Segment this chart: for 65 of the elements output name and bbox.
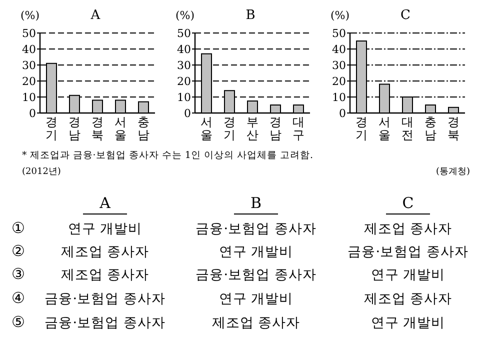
x-tick-label: 대전 — [402, 115, 414, 142]
y-tick-label: 0 — [339, 107, 346, 120]
x-tick-label: 경남 — [270, 115, 282, 142]
x-tick-label: 서울 — [378, 115, 390, 142]
category-label: ② — [12, 242, 24, 260]
text: 제조업 종사자 — [60, 267, 150, 283]
text: 제조업 종사자 — [212, 315, 300, 331]
chart-title: A — [90, 8, 101, 23]
x-tick-label: 경기 — [224, 115, 236, 142]
text: 금융·보험업 종사자 — [196, 221, 316, 237]
y-tick-label: 10 — [332, 91, 346, 104]
y-tick-label: 0 — [29, 107, 36, 120]
text: 제조업 종사자 — [60, 244, 150, 260]
x-tick-label: 서울 — [200, 115, 212, 142]
y-axis-title: (%) — [330, 9, 350, 22]
y-tick-label: 50 — [332, 27, 346, 40]
x-tick-label: 경남 — [68, 115, 80, 142]
y-axis-title: (%) — [175, 9, 195, 22]
y-tick-label: 0 — [184, 107, 191, 120]
y-tick-label: 30 — [22, 59, 36, 72]
x-tick-label: 충남 — [138, 115, 150, 142]
x-tick-label: 경기 — [46, 115, 58, 142]
text: 연구 개발비 — [370, 315, 446, 331]
y-tick-label: 40 — [177, 43, 191, 56]
x-tick-label: 대구 — [292, 115, 304, 142]
x-tick-label: 경기 — [356, 115, 368, 142]
y-tick-label: 30 — [332, 59, 346, 72]
y-tick-label: 10 — [177, 91, 191, 104]
category-label: C — [402, 194, 414, 212]
category-label: ⑤ — [12, 313, 24, 331]
category-label: ③ — [12, 265, 24, 283]
y-axis-title: (%) — [20, 9, 40, 22]
text: 제조업 종사자 — [364, 221, 452, 237]
y-tick-label: 40 — [22, 43, 36, 56]
chart-title: B — [246, 8, 256, 23]
y-tick-label: 20 — [332, 75, 346, 88]
text: 연구 개발비 — [68, 221, 142, 237]
category-label: ① — [12, 219, 24, 237]
y-tick-label: 40 — [332, 43, 346, 56]
text: 연구 개발비 — [218, 291, 294, 307]
x-tick-label: 부산 — [246, 115, 258, 142]
x-tick-label: 경북 — [448, 115, 460, 142]
y-tick-label: 10 — [22, 91, 36, 104]
text: 금융·보험업 종사자 — [196, 267, 316, 283]
category-label: B — [250, 194, 262, 212]
y-tick-label: 50 — [177, 27, 191, 40]
text: 연구 개발비 — [218, 244, 294, 260]
category-label: ④ — [12, 289, 24, 307]
text: 연구 개발비 — [370, 267, 446, 283]
text: * 제조업과 금융·보험업 종사자 수는 1인 이상의 사업체를 고려함. — [22, 150, 313, 161]
text: 금융·보험업 종사자 — [44, 315, 166, 331]
text: 제조업 종사자 — [364, 291, 452, 307]
x-tick-label: 충남 — [424, 115, 436, 142]
y-tick-label: 20 — [177, 75, 191, 88]
y-tick-label: 50 — [22, 27, 36, 40]
category-label: A — [98, 194, 111, 212]
text: (2012년) — [22, 167, 61, 177]
y-tick-label: 30 — [177, 59, 191, 72]
text: (통계청) — [436, 167, 470, 177]
chart-title: C — [400, 8, 411, 23]
text: 금융·보험업 종사자 — [44, 291, 166, 307]
y-tick-label: 20 — [22, 75, 36, 88]
text: 금융·보험업 종사자 — [348, 244, 468, 260]
x-tick-label: 경북 — [92, 115, 104, 142]
x-tick-label: 서울 — [114, 115, 126, 142]
